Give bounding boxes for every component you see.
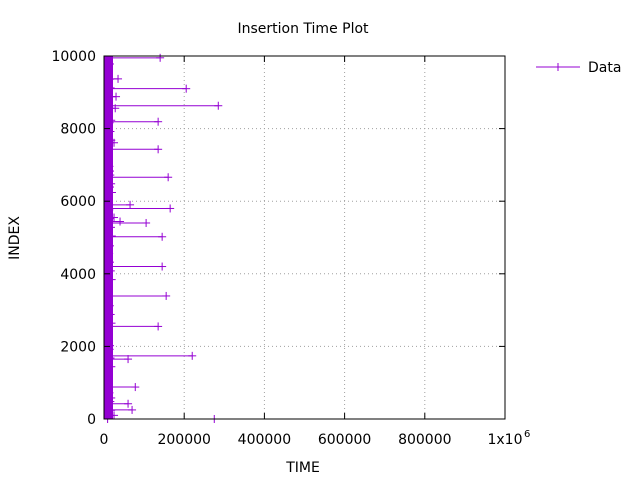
x-tick-label: 0 (100, 432, 109, 448)
x-tick-label: 1x10 (487, 432, 522, 448)
x-tick-label: 600000 (318, 432, 371, 448)
plot-frame (103, 55, 506, 420)
grid-lines (104, 56, 505, 419)
x-tick-label: 200000 (157, 432, 210, 448)
data-dense-band (104, 56, 113, 419)
legend-label-data: Data (588, 60, 621, 76)
chart-title: Insertion Time Plot (237, 21, 369, 37)
legend: Data (536, 60, 621, 76)
y-tick-label: 2000 (60, 339, 96, 355)
y-tick-label: 6000 (60, 194, 96, 210)
x-axis-label: TIME (285, 460, 320, 476)
x-tick-label: 400000 (238, 432, 291, 448)
y-axis-label: INDEX (7, 216, 23, 260)
series-data-marks (103, 53, 223, 423)
y-tick-label: 8000 (60, 122, 96, 138)
axis-ticks: 0 2000 4000 6000 8000 10000 0 200000 400000 60000… (51, 49, 530, 448)
y-tick-label: 0 (87, 412, 96, 428)
y-tick-label: 10000 (51, 49, 96, 65)
x-tick-label-exponent: 6 (524, 429, 530, 440)
x-tick-label: 800000 (398, 432, 451, 448)
y-tick-label: 4000 (60, 267, 96, 283)
